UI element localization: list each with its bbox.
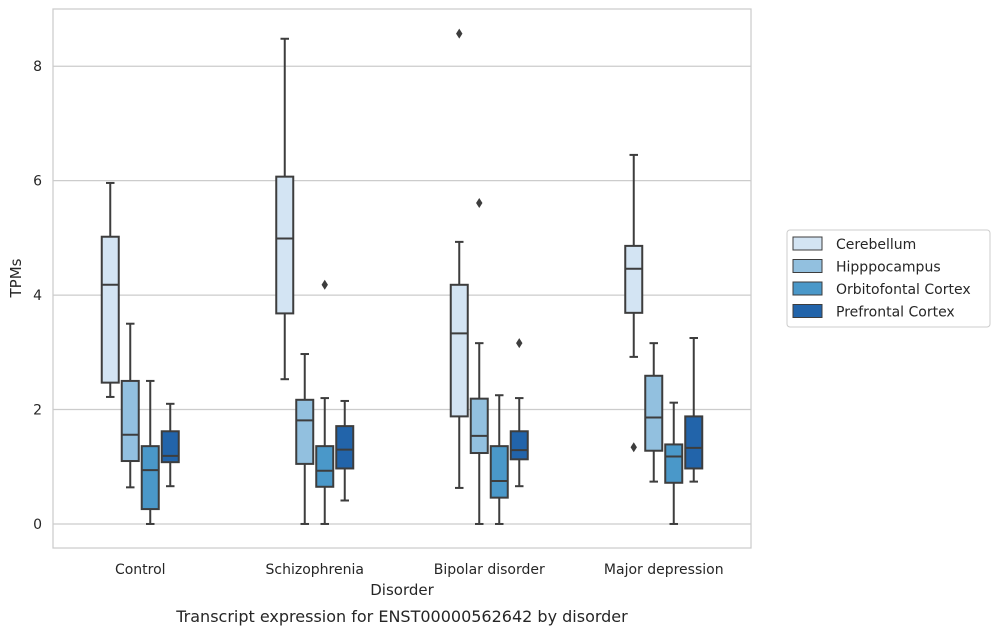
box-cerebellum — [100, 181, 120, 398]
box-iqr — [624, 244, 644, 314]
x-tick-label: Schizophrenia — [266, 562, 364, 578]
legend-item: Cerebellum — [792, 236, 916, 253]
box-iqr — [100, 235, 120, 384]
box-iqr — [140, 445, 160, 511]
plot-frame — [52, 8, 752, 549]
box-hipppocampus — [644, 342, 664, 483]
box-orbitofontal-cortex — [315, 279, 335, 525]
legend-swatch — [792, 259, 823, 273]
y-tick-label: 8 — [33, 59, 42, 75]
x-axis-ticks: Control Schizophrenia Bipolar disorder Majo… — [115, 562, 724, 578]
box-prefrontal-cortex — [335, 399, 355, 502]
box-prefrontal-cortex — [684, 337, 704, 483]
box-orbitofontal-cortex — [140, 379, 160, 525]
legend-frame — [786, 229, 991, 328]
legend-swatch — [792, 304, 823, 318]
box-iqr — [684, 415, 704, 470]
legend-item: Prefrontal Cortex — [792, 304, 955, 321]
legend-swatch — [792, 236, 823, 251]
legend-label: Hipppocampus — [836, 260, 941, 276]
box-iqr — [120, 379, 140, 463]
outlier-point — [476, 197, 483, 208]
x-tick-label: Bipolar disorder — [434, 562, 545, 578]
box-orbitofontal-cortex — [489, 394, 509, 525]
box-iqr — [469, 397, 489, 455]
y-tick-label: 4 — [33, 288, 42, 304]
outlier-point — [456, 28, 463, 39]
outlier-point — [630, 442, 637, 453]
box-iqr — [509, 430, 529, 461]
box-iqr — [295, 398, 315, 465]
legend-label: Orbitofontal Cortex — [836, 282, 971, 298]
box-cerebellum — [275, 37, 295, 381]
y-axis-label: TPMs — [7, 258, 25, 298]
box-orbitofontal-cortex — [664, 401, 684, 525]
y-tick-label: 6 — [33, 174, 42, 190]
box-groups — [100, 28, 704, 525]
box-cerebellum — [624, 153, 644, 453]
box-hipppocampus — [295, 353, 315, 525]
y-tick-label: 0 — [33, 517, 42, 533]
outlier-point — [321, 279, 328, 290]
legend-label: Cerebellum — [836, 237, 916, 253]
box-iqr — [449, 283, 469, 418]
x-axis-label: Disorder — [370, 581, 434, 599]
box-iqr — [335, 425, 355, 470]
x-tick-label: Major depression — [604, 562, 724, 578]
chart-caption: Transcript expression for ENST0000056264… — [175, 607, 628, 626]
box-iqr — [275, 175, 295, 315]
x-tick-label: Control — [115, 562, 166, 578]
legend-swatch — [792, 281, 823, 296]
box-hipppocampus — [120, 322, 140, 489]
box-iqr — [315, 445, 335, 488]
legend-item: Hipppocampus — [792, 259, 941, 276]
y-tick-label: 2 — [33, 403, 42, 419]
box-hipppocampus — [469, 197, 489, 525]
box-iqr — [160, 430, 180, 464]
legend-label: Prefrontal Cortex — [836, 305, 955, 321]
box-prefrontal-cortex — [160, 402, 180, 488]
box-prefrontal-cortex — [509, 338, 529, 488]
box-cerebellum — [449, 28, 469, 489]
legend: Cerebellum Hipppocampus Orbitofontal Corte… — [786, 229, 991, 328]
box-iqr — [664, 443, 684, 484]
box-iqr — [644, 374, 664, 452]
box-iqr — [489, 445, 509, 499]
outlier-point — [516, 338, 523, 349]
legend-item: Orbitofontal Cortex — [792, 281, 971, 298]
y-axis-ticks: 0 2 4 6 8 — [33, 59, 42, 533]
